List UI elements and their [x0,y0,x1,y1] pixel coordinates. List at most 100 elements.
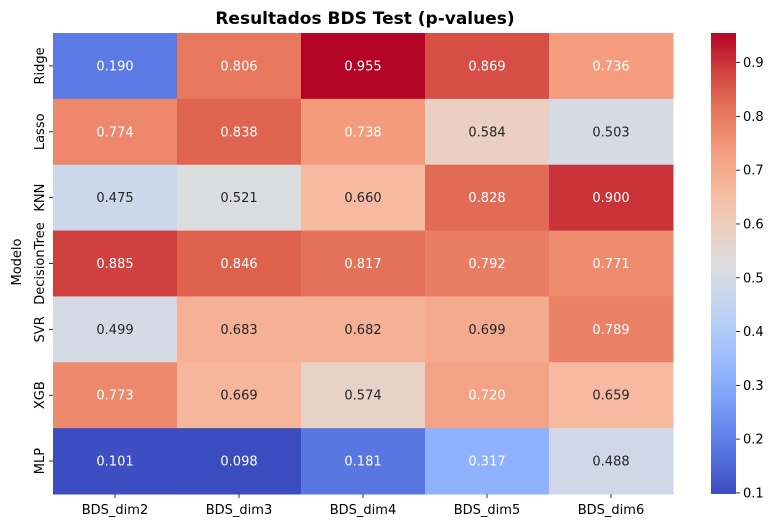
heatmap-cell [177,33,302,100]
heatmap-cell [177,296,302,363]
colorbar-tick-label: 0.2 [743,433,764,448]
cell-value-label: 0.792 [468,257,505,272]
heatmap-cell [549,164,674,232]
heatmap-cell [549,428,674,495]
cell-value-label: 0.098 [220,455,257,470]
x-tick-label: BDS_dim2 [82,503,148,518]
cell-value-label: 0.773 [96,389,133,404]
cell-value-label: 0.736 [592,59,629,74]
heatmap-cells [53,33,674,495]
cell-value-label: 0.475 [96,191,133,206]
heatmap-cell [301,33,426,100]
heatmap-cell [53,98,178,166]
colorbar-tick-label: 0.8 [743,110,764,125]
cell-value-label: 0.181 [344,455,381,470]
cell-value-label: 0.683 [220,323,257,338]
cell-value-label: 0.817 [344,257,381,272]
cell-value-label: 0.738 [344,125,381,140]
cell-value-label: 0.720 [468,389,505,404]
cell-value-label: 0.838 [220,125,257,140]
y-tick-label: Lasso [33,113,48,150]
cell-value-label: 0.869 [468,59,505,74]
colorbar-tick-label: 0.4 [743,325,764,340]
colorbar [711,33,736,494]
heatmap-cell [53,230,178,297]
heatmap-cell [301,230,426,297]
cell-value-label: 0.521 [220,191,257,206]
heatmap-cell [549,230,674,297]
cell-value-label: 0.806 [220,59,257,74]
cell-value-label: 0.503 [592,125,629,140]
cell-value-label: 0.317 [468,455,505,470]
heatmap-cell [301,362,426,429]
heatmap-cell [53,33,178,100]
colorbar-tick-label: 0.5 [743,271,764,286]
colorbar-tick-label: 0.9 [743,56,764,71]
colorbar-tick-label: 0.6 [743,217,764,232]
heatmap-cell [53,296,178,363]
heatmap-cell [425,296,550,363]
x-tick-labels: BDS_dim2 BDS_dim3 BDS_dim4 BDS_dim5 BDS_dim6 [82,494,644,518]
heatmap-cell [301,98,426,166]
cell-value-label: 0.789 [592,323,629,338]
cell-value-label: 0.488 [592,455,629,470]
y-tick-label: SVR [33,316,48,342]
cell-value-labels: 0.190 0.806 0.955 0.869 0.736 0.774 0.838 0.738… [96,59,629,469]
colorbar-tick-label: 0.7 [743,164,764,179]
heatmap-cell [177,164,302,232]
y-axis-label: Modelo [10,238,25,285]
heatmap-cell [549,296,674,363]
cell-value-label: 0.885 [96,257,133,272]
heatmap-cell [53,362,178,429]
heatmap-cell [177,428,302,495]
cell-value-label: 0.574 [344,389,381,404]
y-tick-label: MLP [33,448,48,474]
heatmap-cell [301,296,426,363]
chart-title: Resultados BDS Test (p-values) [215,9,514,29]
cell-value-label: 0.771 [592,257,629,272]
cell-value-label: 0.101 [96,455,133,470]
heatmap-cell [549,98,674,166]
x-tick-label: BDS_dim4 [330,503,396,518]
cell-value-label: 0.828 [468,191,505,206]
cell-value-label: 0.584 [468,125,505,140]
cell-value-label: 0.955 [344,59,381,74]
cell-value-label: 0.774 [96,125,133,140]
cell-value-label: 0.682 [344,323,381,338]
colorbar-tick-label: 0.3 [743,379,764,394]
cell-value-label: 0.669 [220,389,257,404]
y-tick-label: XGB [33,381,48,409]
colorbar-tick-labels: 0.1 0.2 0.3 0.4 0.5 0.6 0.7 0.8 0.9 [736,56,764,501]
heatmap-cell [177,98,302,166]
heatmap-cell [425,362,550,429]
heatmap-cell [425,98,550,166]
cell-value-label: 0.190 [96,59,133,74]
heatmap-cell [177,230,302,297]
heatmap-cell [301,428,426,495]
heatmap-cell [549,33,674,100]
heatmap-cell [53,164,178,232]
x-tick-label: BDS_dim6 [578,503,644,518]
heatmap-cell [425,33,550,100]
cell-value-label: 0.659 [592,389,629,404]
heatmap-cell [177,362,302,429]
cell-value-label: 0.846 [220,257,257,272]
y-tick-label: KNN [33,184,48,212]
x-tick-label: BDS_dim5 [454,503,520,518]
colorbar-tick-label: 0.1 [743,486,764,501]
heatmap-cell [301,164,426,232]
cell-value-label: 0.660 [344,191,381,206]
heatmap-cell [53,428,178,495]
heatmap-cell [425,428,550,495]
cell-value-label: 0.499 [96,323,133,338]
y-tick-labels: Ridge Lasso KNN DecisionTree SVR XGB MLP [33,47,53,474]
y-tick-label: Ridge [33,47,48,84]
cell-value-label: 0.699 [468,323,505,338]
cell-value-label: 0.900 [592,191,629,206]
heatmap-cell [425,230,550,297]
x-tick-label: BDS_dim3 [206,503,272,518]
heatmap-cell [425,164,550,232]
y-tick-label: DecisionTree [33,222,48,304]
heatmap-cell [549,362,674,429]
